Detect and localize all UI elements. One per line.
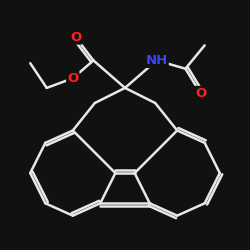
- Text: NH: NH: [146, 54, 168, 67]
- Text: O: O: [67, 72, 78, 85]
- Text: O: O: [195, 87, 206, 100]
- Text: O: O: [70, 30, 81, 44]
